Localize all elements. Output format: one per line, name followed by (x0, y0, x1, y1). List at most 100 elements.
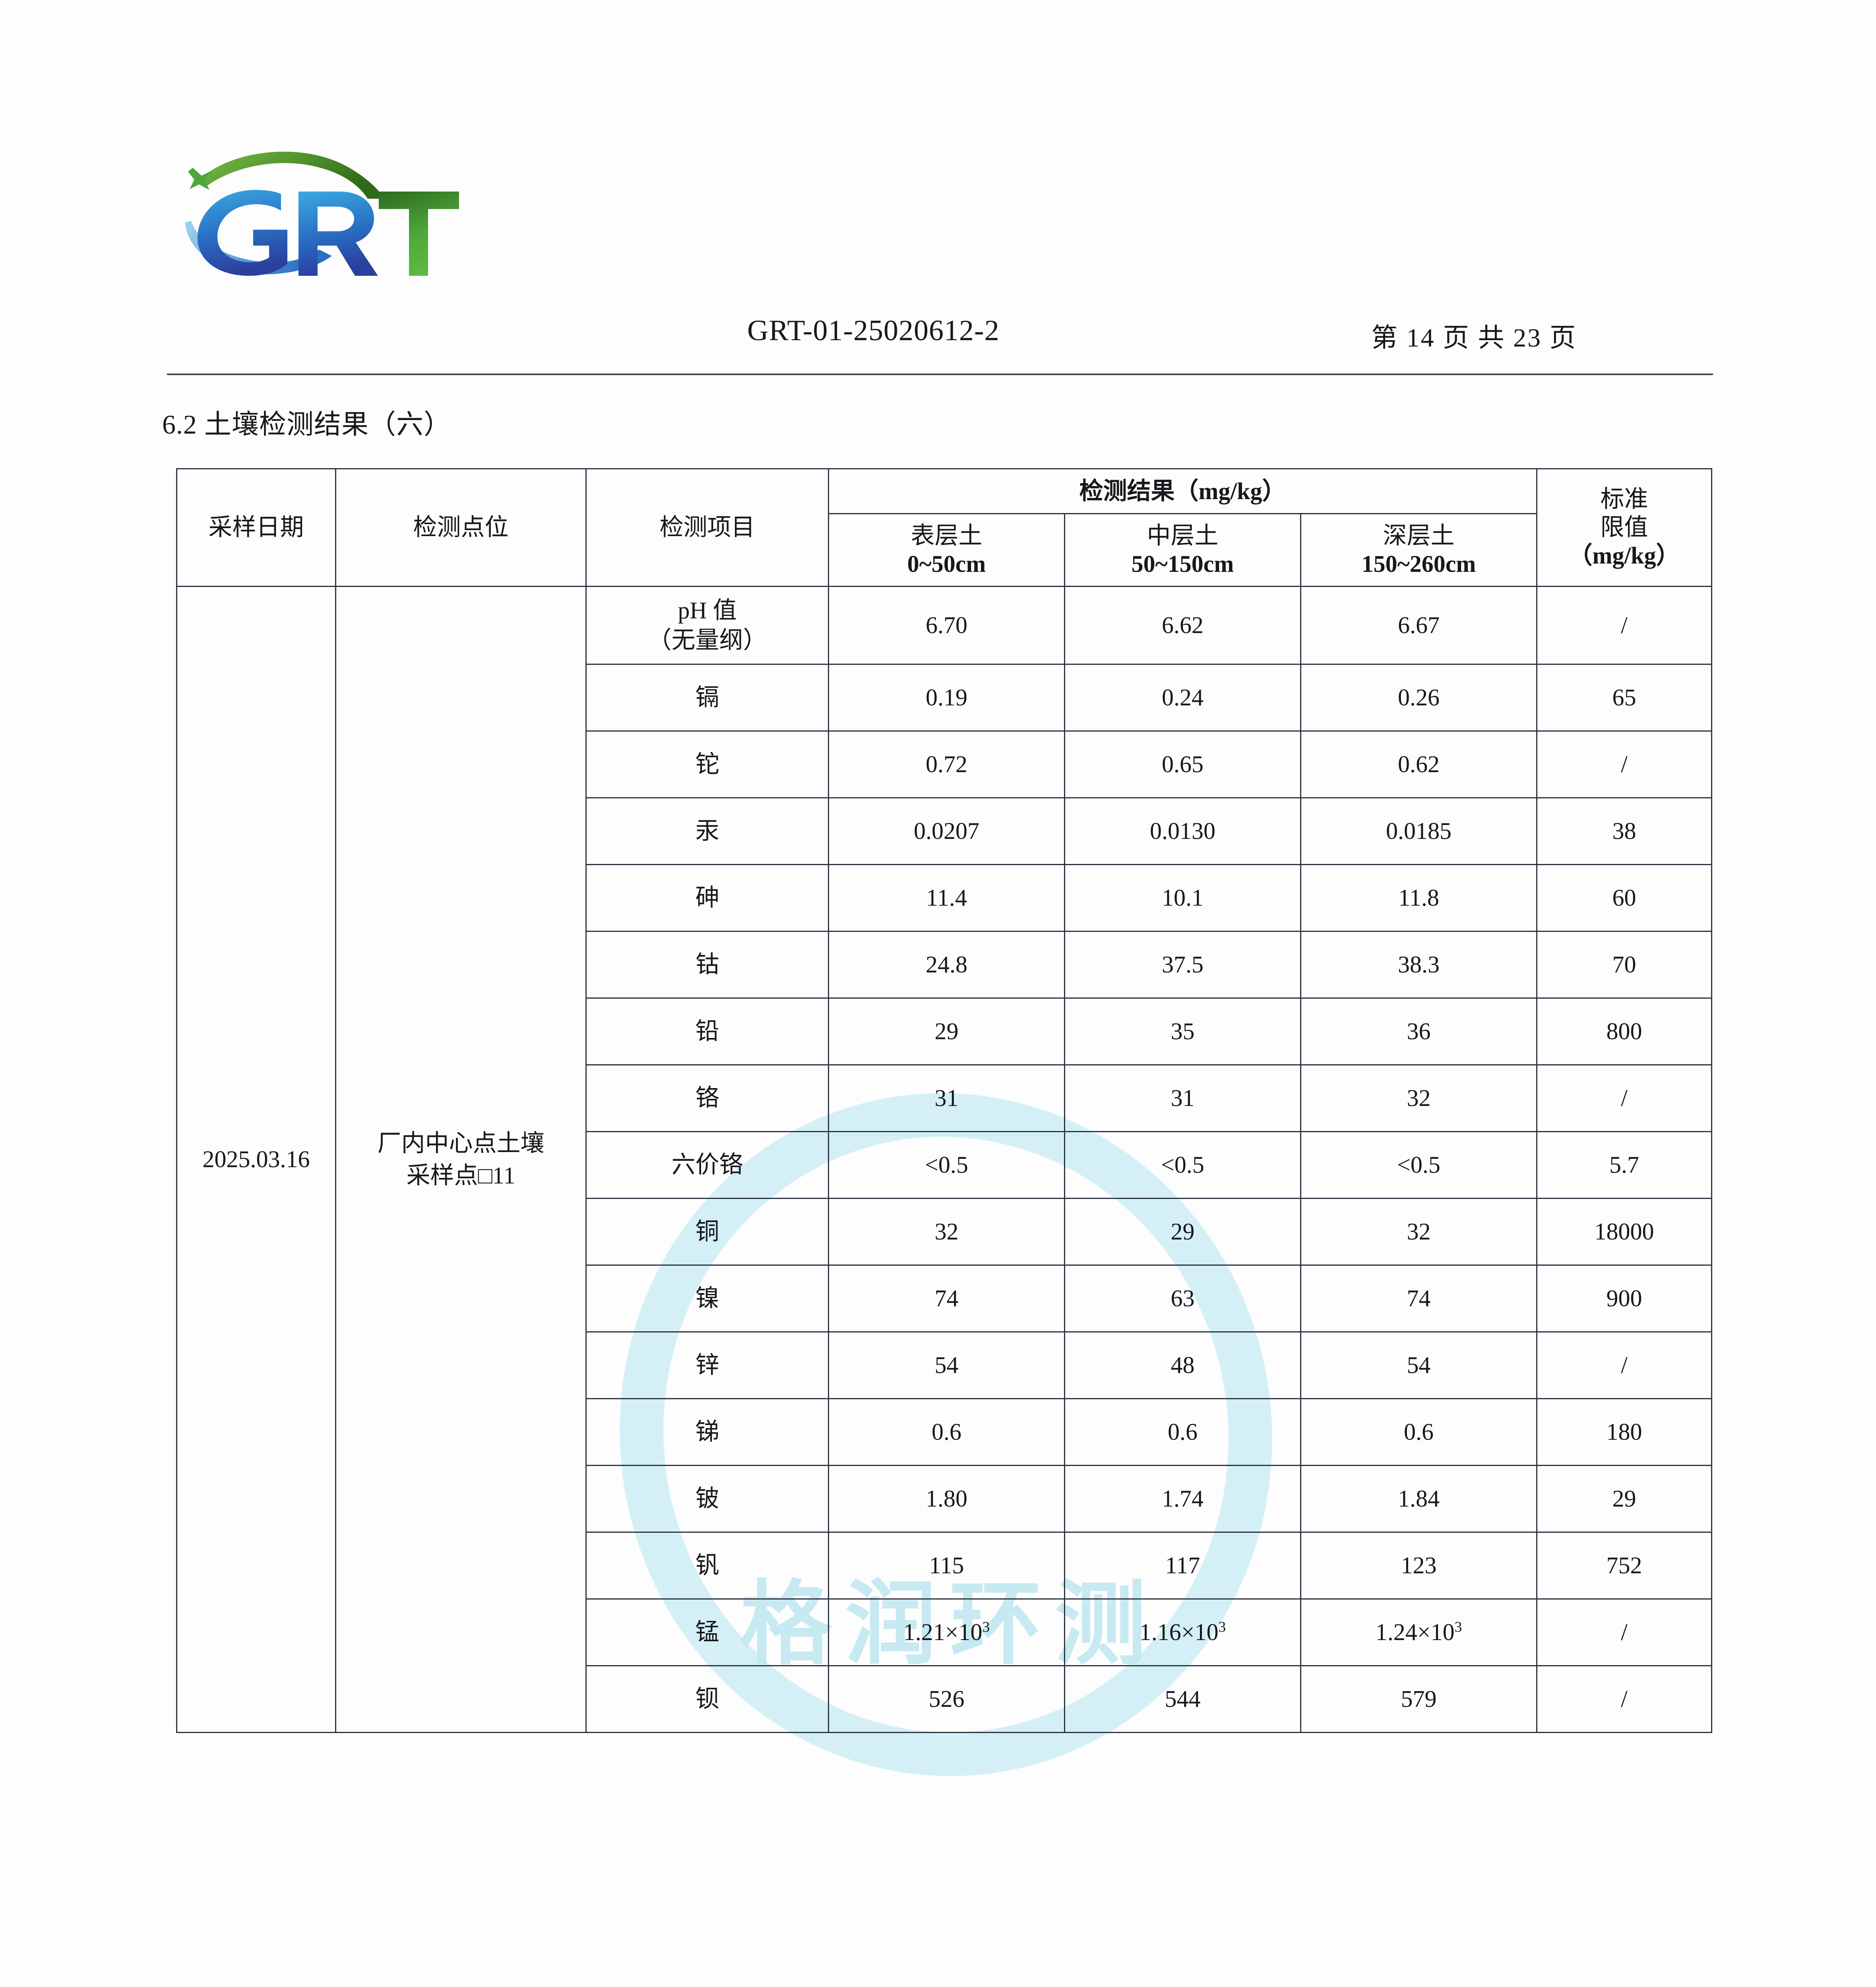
cell-test-item: 砷 (585, 864, 829, 932)
cell-standard-limit: / (1536, 1598, 1712, 1666)
cell-result-middle: 48 (1064, 1331, 1301, 1399)
table-row: 铜 32 29 32 18000 (177, 1198, 1712, 1266)
cell-test-item: 汞 (585, 797, 829, 865)
cell-result-surface: 526 (828, 1665, 1065, 1733)
cell-result-surface: 0.19 (828, 664, 1065, 732)
test-item-line-1: 钒 (695, 1552, 719, 1578)
test-item-line-1: 铊 (695, 751, 719, 777)
cell-test-item: 锌 (585, 1331, 829, 1399)
cell-result-middle: 544 (1064, 1665, 1301, 1733)
cell-result-deep: 11.8 (1300, 864, 1537, 932)
th-layer-deep-label: 深层土 (1383, 523, 1455, 549)
cell-standard-limit: / (1536, 1331, 1712, 1399)
test-item-line-1: 铍 (695, 1485, 719, 1512)
th-standard-limit-l2: 限值 (1600, 514, 1648, 541)
table-row: 锰 1.21×103 1.16×103 1.24×103/ (177, 1598, 1712, 1666)
cell-test-item: 铜 (585, 1198, 829, 1266)
table-row: 2025.03.16 厂内中心点土壤 采样点□11 pH 值（无量纲） 6.70 6.62… (176, 586, 1712, 1733)
cell-result-deep: <0.5 (1300, 1131, 1537, 1199)
th-results-group-label: 检测结果（mg/kg） (1079, 478, 1286, 504)
cell-result-deep: 74 (1300, 1265, 1537, 1332)
cell-result-middle: 117 (1064, 1532, 1301, 1600)
cell-standard-limit: 800 (1536, 997, 1712, 1065)
table-row: 镍 74 63 74 900 (177, 1265, 1712, 1332)
test-item-line-1: 铜 (695, 1218, 719, 1245)
cell-result-middle: 0.65 (1064, 730, 1301, 798)
th-sample-date-label: 采样日期 (208, 514, 304, 541)
test-item-line-1: 锑 (695, 1419, 719, 1445)
header-divider (167, 374, 1713, 375)
cell-result-deep: 0.26 (1300, 664, 1537, 732)
cell-test-item: 锑 (585, 1398, 829, 1466)
cell-test-item: 铅 (585, 997, 829, 1065)
cell-result-deep: 1.84 (1300, 1465, 1537, 1533)
cell-result-surface: 1.80 (828, 1465, 1065, 1533)
test-item-line-1: 铅 (695, 1018, 719, 1044)
cell-result-surface: 6.70 (828, 586, 1065, 665)
cell-result-deep: 1.24×103 (1300, 1598, 1537, 1666)
table-row: 铬 31 31 32/ (177, 1064, 1712, 1132)
cell-result-middle: 37.5 (1064, 931, 1301, 999)
cell-sample-point: 厂内中心点土壤 采样点□11 (335, 586, 587, 1733)
cell-standard-limit: / (1536, 586, 1712, 665)
cell-result-deep: 54 (1300, 1331, 1537, 1399)
cell-result-surface: 54 (828, 1331, 1065, 1399)
document-number: GRT-01-25020612-2 (747, 314, 1000, 347)
test-item-line-1: 铬 (695, 1085, 719, 1111)
table-row: 铊 0.72 0.65 0.62/ (177, 730, 1712, 798)
test-item-line-1: 钴 (695, 951, 719, 978)
th-sample-date: 采样日期 (176, 468, 336, 587)
sample-point-line-1: 厂内中心点土壤 (377, 1130, 545, 1156)
cell-test-item: 钡 (585, 1665, 829, 1733)
cell-test-item: 铊 (585, 730, 829, 798)
cell-result-deep: 32 (1300, 1198, 1537, 1266)
cell-test-item: 钴 (585, 931, 829, 999)
cell-test-item: pH 值 （无量纲） (585, 586, 829, 665)
table-row: 汞 0.0207 0.0130 0.0185 38 (177, 797, 1712, 865)
cell-test-item: 钒 (585, 1532, 829, 1600)
cell-result-deep: 6.67 (1300, 586, 1537, 665)
test-item-line-1: 钡 (695, 1686, 719, 1712)
cell-result-surface: 115 (828, 1532, 1065, 1600)
cell-result-deep: 0.0185 (1300, 797, 1537, 865)
cell-result-middle: 31 (1064, 1064, 1301, 1132)
cell-result-middle: 29 (1064, 1198, 1301, 1266)
cell-standard-limit: 5.7 (1536, 1131, 1712, 1199)
cell-test-item: 镉 (585, 664, 829, 732)
cell-result-surface: 32 (828, 1198, 1065, 1266)
grt-logo (181, 143, 547, 278)
cell-result-middle: 6.62 (1064, 586, 1301, 665)
th-layer-deep: 深层土 150~260cm (1300, 513, 1537, 587)
th-sample-point: 检测点位 (335, 468, 587, 587)
th-layer-middle-depth: 50~150cm (1131, 551, 1234, 577)
th-layer-middle-label: 中层土 (1147, 523, 1219, 549)
cell-result-middle: 35 (1064, 997, 1301, 1065)
table-row: 镉 0.19 0.24 0.26 65 (177, 664, 1712, 732)
cell-result-deep: 32 (1300, 1064, 1537, 1132)
cell-standard-limit: 900 (1536, 1265, 1712, 1332)
test-item-line-2: （无量纲） (647, 627, 767, 653)
cell-result-deep: 36 (1300, 997, 1537, 1065)
cell-result-deep: 0.62 (1300, 730, 1537, 798)
soil-results-table: 采样日期 检测点位 检测项目 检测结果（mg/kg） 标准 限值 （mg/kg） (176, 468, 1712, 1733)
cell-standard-limit: / (1536, 1064, 1712, 1132)
cell-result-middle: 0.0130 (1064, 797, 1301, 865)
test-item-line-1: 锰 (695, 1619, 719, 1645)
test-item-line-1: 汞 (695, 818, 719, 844)
cell-result-middle: <0.5 (1064, 1131, 1301, 1199)
cell-result-surface: 74 (828, 1265, 1065, 1332)
table-row: 铅 29 35 36 800 (177, 997, 1712, 1065)
table-row: 钴 24.8 37.5 38.3 70 (177, 931, 1712, 999)
th-test-item: 检测项目 (585, 468, 829, 587)
th-layer-surface-depth: 0~50cm (907, 551, 986, 577)
cell-result-surface: 24.8 (828, 931, 1065, 999)
page-header: GRT-01-25020612-2 第 14 页 共 23 页 (0, 314, 1876, 362)
th-test-item-label: 检测项目 (659, 514, 755, 541)
cell-test-item: 镍 (585, 1265, 829, 1332)
cell-result-deep: 123 (1300, 1532, 1537, 1600)
th-layer-deep-depth: 150~260cm (1361, 551, 1476, 577)
table-row: 砷 11.4 10.1 11.8 60 (177, 864, 1712, 932)
table-row: 钡 526 544 579/ (177, 1665, 1712, 1733)
cell-standard-limit: 29 (1536, 1465, 1712, 1533)
cell-test-item: 六价铬 (585, 1131, 829, 1199)
